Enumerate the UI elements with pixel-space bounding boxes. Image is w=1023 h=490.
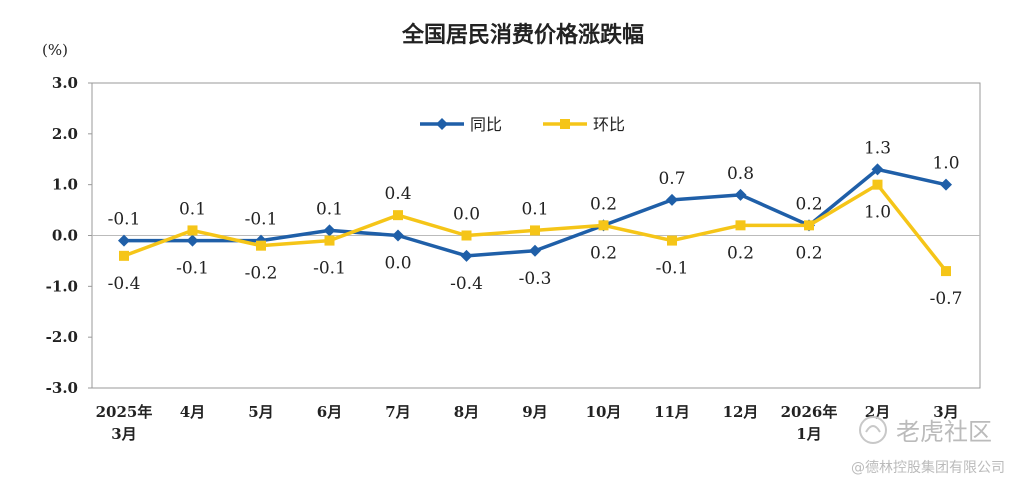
x-tick-label: 12月 bbox=[723, 403, 759, 421]
data-point bbox=[667, 235, 677, 246]
data-label: 0.1 bbox=[179, 199, 206, 219]
data-label: -0.1 bbox=[313, 259, 346, 279]
legend-marker bbox=[436, 118, 448, 130]
data-point bbox=[256, 240, 266, 251]
data-label: 0.1 bbox=[316, 199, 343, 219]
x-tick-label: 4月 bbox=[180, 403, 205, 421]
data-point bbox=[530, 225, 540, 236]
x-tick-label: 11月 bbox=[654, 403, 690, 421]
x-tick-label: 2025年 3月 bbox=[96, 403, 153, 443]
data-point bbox=[461, 230, 472, 241]
data-point bbox=[872, 179, 883, 190]
data-point bbox=[460, 249, 473, 262]
data-point bbox=[598, 220, 609, 231]
legend-label: 同比 bbox=[470, 115, 502, 134]
data-point bbox=[187, 225, 198, 236]
x-tick-label: 5月 bbox=[248, 403, 273, 421]
data-point bbox=[940, 178, 952, 191]
data-label: -0.1 bbox=[245, 210, 278, 230]
x-tick-label: 8月 bbox=[454, 403, 479, 421]
data-label: 0.2 bbox=[795, 243, 822, 263]
legend-item-mom: 环比 bbox=[543, 115, 625, 134]
watermark-credit: @德林控股集团有限公司 bbox=[851, 459, 1005, 476]
y-tick-label: 1.0 bbox=[52, 176, 78, 194]
data-label: 1.3 bbox=[864, 138, 891, 158]
data-label: -0.1 bbox=[656, 259, 689, 279]
data-labels: -0.1 -0.1 -0.1 0.1 0.0 -0.4 -0.3 0.2 0.7 0.8 0.2 1.… bbox=[108, 138, 963, 309]
data-label: 0.8 bbox=[727, 164, 754, 184]
data-point bbox=[119, 250, 129, 261]
x-tick-label: 9月 bbox=[522, 403, 547, 421]
y-axis: 3.0 2.0 1.0 0.0 -1.0 -2.0 -3.0 bbox=[46, 74, 92, 397]
data-label: 1.0 bbox=[932, 154, 959, 174]
y-tick-label: 0.0 bbox=[52, 227, 78, 245]
tiger-logo-icon bbox=[859, 416, 887, 444]
data-label: 0.1 bbox=[521, 199, 548, 219]
data-point bbox=[735, 220, 746, 231]
data-label: 0.2 bbox=[590, 243, 617, 263]
data-point bbox=[804, 220, 814, 231]
watermark-brand: 老虎社区 bbox=[896, 418, 992, 446]
x-tick-label: 7月 bbox=[385, 403, 410, 421]
y-tick-label: -3.0 bbox=[46, 379, 78, 397]
data-point bbox=[323, 224, 336, 237]
x-tick-label: 3月 bbox=[933, 403, 958, 421]
data-label: -0.1 bbox=[108, 210, 141, 230]
x-tick-label: 2026年 1月 bbox=[781, 403, 838, 443]
data-label: 0.7 bbox=[658, 169, 685, 189]
data-label: 1.0 bbox=[864, 203, 891, 223]
legend-marker bbox=[560, 119, 570, 129]
data-point bbox=[529, 244, 541, 257]
data-point bbox=[871, 163, 884, 176]
data-label: 0.2 bbox=[727, 243, 754, 263]
legend-item-yoy: 同比 bbox=[420, 115, 502, 134]
data-point bbox=[186, 234, 199, 247]
chart-title: 全国居民消费价格涨跌幅 bbox=[401, 22, 644, 48]
data-label: -0.4 bbox=[108, 274, 141, 294]
legend: 同比 环比 bbox=[420, 115, 625, 134]
y-tick-label: -2.0 bbox=[46, 328, 78, 346]
data-label: -0.3 bbox=[519, 269, 552, 289]
data-point bbox=[118, 234, 130, 247]
y-tick-label: 3.0 bbox=[52, 74, 78, 92]
data-label: -0.1 bbox=[176, 259, 209, 279]
data-point bbox=[941, 266, 951, 277]
y-unit-label: (%) bbox=[42, 41, 68, 59]
data-label: 0.2 bbox=[795, 194, 822, 214]
data-label: 0.0 bbox=[384, 254, 411, 274]
data-label: -0.7 bbox=[930, 289, 963, 309]
x-tick-label: 6月 bbox=[317, 403, 342, 421]
data-label: -0.4 bbox=[450, 274, 483, 294]
legend-label: 环比 bbox=[593, 115, 625, 134]
data-point bbox=[666, 193, 678, 206]
data-label: 0.4 bbox=[384, 184, 411, 204]
data-label: 0.0 bbox=[453, 205, 480, 225]
data-point bbox=[734, 188, 747, 201]
data-point bbox=[324, 235, 335, 246]
watermark: 老虎社区 @德林控股集团有限公司 bbox=[851, 416, 1005, 476]
y-tick-label: -1.0 bbox=[46, 277, 78, 295]
data-label: -0.2 bbox=[245, 264, 278, 284]
y-tick-label: 2.0 bbox=[52, 125, 78, 143]
data-point bbox=[392, 229, 404, 242]
x-tick-label: 10月 bbox=[586, 403, 622, 421]
series-layer bbox=[118, 163, 952, 277]
data-label: 0.2 bbox=[590, 194, 617, 214]
data-point bbox=[393, 210, 403, 221]
